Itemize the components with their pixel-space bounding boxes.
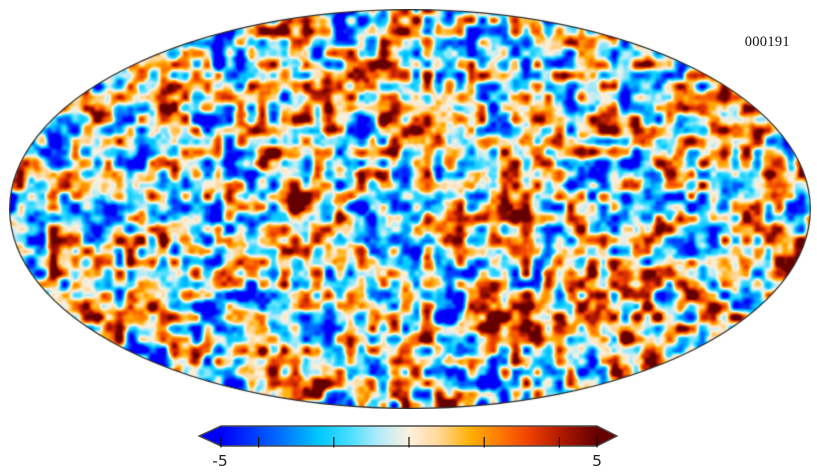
colorbar-min-label: -5 <box>212 452 227 470</box>
colorbar-gradient-bar <box>197 425 619 447</box>
mollweide-skymap <box>9 9 811 409</box>
colorbar: -5 5 <box>197 425 619 470</box>
colorbar-ticks <box>220 437 598 448</box>
colorbar-max-label: 5 <box>592 452 602 470</box>
simulation-id-label: 000191 <box>744 34 790 50</box>
